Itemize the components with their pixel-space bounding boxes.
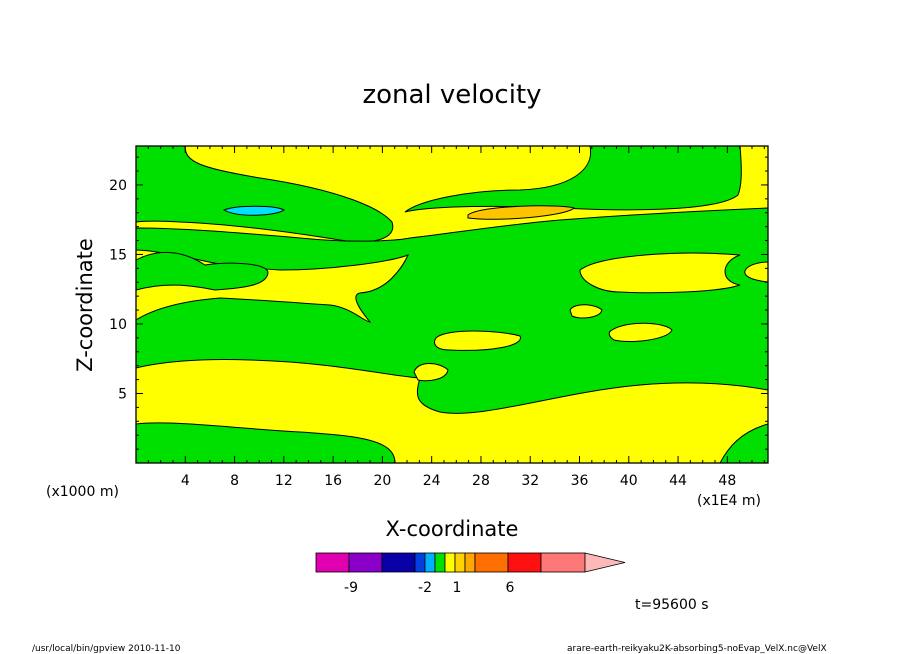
colorbar-segment bbox=[315, 552, 350, 573]
y-tick-label: 15 bbox=[109, 247, 127, 263]
colorbar-segment bbox=[540, 552, 586, 573]
y-axis: 5 10 15 20 bbox=[109, 156, 768, 450]
y-tick-label: 5 bbox=[118, 386, 127, 402]
x-tick-label: 28 bbox=[472, 473, 490, 489]
colorbar: -9 -2 1 6 bbox=[315, 552, 626, 596]
x-unit-left: (x1000 m) bbox=[46, 484, 119, 500]
colorbar-segment bbox=[474, 552, 509, 573]
x-tick-label: 24 bbox=[423, 473, 441, 489]
colorbar-segment bbox=[444, 552, 456, 573]
x-tick-label: 12 bbox=[275, 473, 293, 489]
y-axis-label: Z-coordinate bbox=[73, 238, 97, 372]
contour-field bbox=[136, 146, 768, 463]
green-region-top bbox=[136, 146, 394, 243]
plot-frame bbox=[135, 145, 769, 464]
yellow-island-36 bbox=[569, 304, 603, 319]
x-tick-label: 36 bbox=[571, 473, 589, 489]
y-tick-label: 20 bbox=[109, 178, 127, 194]
colorbar-segment bbox=[381, 552, 416, 573]
colorbar-segment bbox=[464, 552, 476, 573]
x-tick-label: 8 bbox=[230, 473, 239, 489]
colorbar-segment bbox=[348, 552, 383, 573]
colorbar-segment bbox=[434, 552, 446, 573]
colorbar-arrow bbox=[584, 552, 626, 573]
x-tick-label: 48 bbox=[718, 473, 736, 489]
x-axis-label: X-coordinate bbox=[386, 517, 519, 541]
footer-left: /usr/local/bin/gpview 2010-11-10 bbox=[32, 644, 181, 654]
colorbar-segment bbox=[424, 552, 436, 573]
yellow-island-28 bbox=[434, 330, 521, 351]
chart-title: zonal velocity bbox=[362, 80, 541, 110]
time-label: t=95600 s bbox=[635, 597, 709, 613]
yellow-island-40 bbox=[608, 322, 673, 343]
x-axis: 4 8 12 16 20 24 28 32 36 40 44 48 bbox=[147, 146, 765, 489]
colorbar-label: -2 bbox=[418, 580, 432, 596]
colorbar-label: 6 bbox=[506, 580, 515, 596]
x-tick-label: 40 bbox=[620, 473, 638, 489]
y-tick-label: 10 bbox=[109, 317, 127, 333]
orange-region bbox=[467, 205, 575, 220]
footer-right: arare-earth-reikyaku2K-absorbing5-noEvap… bbox=[567, 644, 827, 654]
colorbar-label: 1 bbox=[453, 580, 462, 596]
x-tick-label: 20 bbox=[373, 473, 391, 489]
x-tick-label: 32 bbox=[521, 473, 539, 489]
yellow-island-22 bbox=[413, 363, 449, 382]
green-region-left-lobe bbox=[136, 251, 269, 291]
colorbar-label: -9 bbox=[344, 580, 358, 596]
colorbar-segment bbox=[507, 552, 542, 573]
green-region-bottom-left bbox=[136, 422, 396, 463]
colorbar-segment bbox=[414, 552, 426, 573]
green-region-top-right bbox=[404, 146, 768, 213]
yellow-island-right bbox=[579, 252, 741, 294]
cyan-region bbox=[222, 205, 285, 216]
x-tick-label: 4 bbox=[181, 473, 190, 489]
x-unit-right: (x1E4 m) bbox=[697, 493, 761, 509]
x-tick-label: 16 bbox=[324, 473, 342, 489]
colorbar-segment bbox=[454, 552, 466, 573]
x-tick-label: 44 bbox=[669, 473, 687, 489]
